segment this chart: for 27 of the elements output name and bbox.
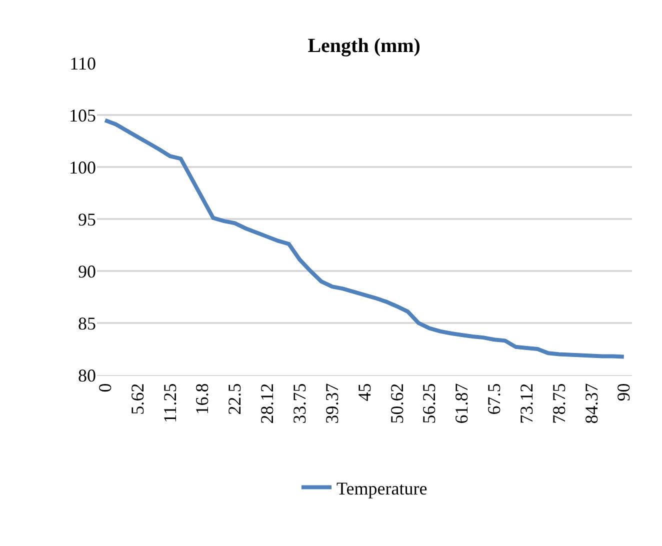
x-tick-label: 22.5	[224, 383, 245, 415]
x-tick-label: 50.62	[386, 383, 407, 424]
legend-label: Temperature	[336, 478, 428, 498]
x-tick-label: 56.25	[419, 383, 440, 424]
y-tick-label: 95	[78, 209, 96, 230]
x-tick-label: 90	[614, 383, 634, 402]
y-tick-label: 80	[78, 365, 96, 386]
x-tick-label: 33.75	[290, 383, 310, 424]
y-tick-label: 100	[69, 157, 96, 178]
x-tick-label: 73.12	[516, 383, 536, 424]
x-tick-label: 67.5	[484, 383, 504, 415]
y-tick-label: 110	[70, 53, 96, 74]
chart-title: Length (mm)	[308, 35, 420, 58]
x-tick-label: 16.8	[192, 383, 212, 415]
y-tick-label: 105	[69, 105, 96, 126]
y-tick-label: 85	[78, 313, 96, 334]
x-tick-label: 84.37	[581, 383, 602, 424]
x-tick-label: 0	[94, 383, 115, 392]
y-tick-label: 90	[78, 261, 96, 282]
x-tick-label: 61.87	[452, 383, 472, 424]
x-tick-label: 45	[354, 383, 374, 402]
x-tick-label: 5.62	[127, 383, 148, 415]
line-series	[103, 118, 626, 359]
x-tick-label: 28.12	[257, 383, 278, 424]
x-tick-label: 11.25	[160, 383, 180, 424]
x-tick-label: 39.37	[322, 383, 342, 424]
x-tick-label: 78.75	[548, 383, 569, 424]
